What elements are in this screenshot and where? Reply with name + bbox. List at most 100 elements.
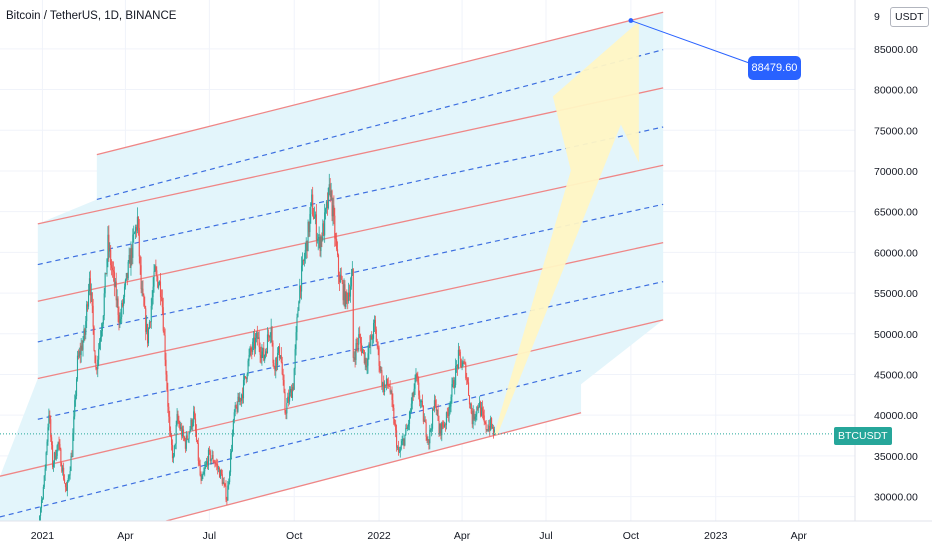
candle-body-387 <box>385 378 388 385</box>
candle-body-324 <box>327 187 329 208</box>
candle-body-491 <box>481 407 483 412</box>
candle-body-14 <box>41 498 43 501</box>
candle-body-268 <box>276 357 278 366</box>
candle-body-259 <box>267 334 269 337</box>
time-tick-4: 2022 <box>367 530 391 542</box>
candle-body-115 <box>135 227 137 233</box>
candle-body-120 <box>139 256 141 266</box>
candle-body-489 <box>479 401 482 416</box>
candle-body-284 <box>290 388 293 398</box>
candle-body-13 <box>40 500 43 509</box>
candle-body-479 <box>470 403 472 414</box>
candle-body-270 <box>277 346 280 353</box>
candle-body-139 <box>157 276 159 288</box>
target-price-callout[interactable]: 88479.60 <box>748 56 801 80</box>
candle-body-207 <box>219 470 221 478</box>
candle-body-388 <box>386 378 388 385</box>
candle-body-320 <box>324 212 326 236</box>
candle-body-316 <box>320 236 322 252</box>
candle-body-385 <box>384 384 386 393</box>
candle-body-454 <box>447 413 449 417</box>
candle-body-19 <box>46 441 48 453</box>
price-tick-4: 50000.00 <box>874 329 918 341</box>
candle-body-69 <box>92 305 94 327</box>
candle-body-306 <box>311 194 313 203</box>
candle-body-66 <box>89 278 91 296</box>
candle-body-11 <box>39 515 41 523</box>
time-axis-panel[interactable] <box>0 521 932 550</box>
candle-body-272 <box>279 355 281 358</box>
candle-body-81 <box>103 293 105 316</box>
price-tick-6: 60000.00 <box>874 247 918 259</box>
currency-unit-button[interactable]: USDT <box>890 7 929 27</box>
price-tick-10: 80000.00 <box>874 85 918 97</box>
candle-body-187 <box>201 475 203 481</box>
candle-body-431 <box>426 436 428 441</box>
candle-body-215 <box>227 485 229 501</box>
candle-body-18 <box>45 452 47 469</box>
candle-body-330 <box>333 205 335 216</box>
candle-body-214 <box>226 499 228 501</box>
candle-body-127 <box>146 324 148 332</box>
candle-body-48 <box>73 416 75 435</box>
candle-body-432 <box>427 439 429 441</box>
candle-body-205 <box>218 468 220 470</box>
candle-body-302 <box>307 221 309 252</box>
candle-body-344 <box>346 292 348 295</box>
candle-body-104 <box>124 279 126 287</box>
candle-body-210 <box>222 482 224 485</box>
candle-body-67 <box>90 292 92 296</box>
candle-body-321 <box>325 208 327 213</box>
candle-body-362 <box>362 349 364 351</box>
candle-body-269 <box>277 352 279 366</box>
candle-body-319 <box>323 223 325 236</box>
candle-body-263 <box>271 327 273 343</box>
candle-body-424 <box>420 401 422 403</box>
time-axis-ticks: 2021 Apr Jul Oct 2022 Apr Jul Oct 2023 Apr <box>31 530 808 542</box>
candle-body-490 <box>480 407 483 416</box>
candle-body-405 <box>402 438 404 442</box>
candle-body-408 <box>405 427 407 435</box>
candle-body-334 <box>337 249 339 255</box>
candle-body-401 <box>398 451 400 453</box>
candle-body-82 <box>104 273 106 294</box>
candle-body-34 <box>60 449 62 467</box>
candle-body-168 <box>183 436 186 440</box>
candle-body-443 <box>437 409 439 421</box>
candle-body-412 <box>408 411 411 424</box>
candle-body-350 <box>351 268 353 276</box>
candle-body-308 <box>313 215 315 219</box>
candle-body-374 <box>373 319 376 323</box>
candle-body-184 <box>198 460 200 465</box>
candle-body-99 <box>120 316 122 320</box>
candle-body-128 <box>147 324 149 344</box>
candle-body-468 <box>460 358 462 368</box>
candle-body-411 <box>408 423 410 427</box>
candle-body-169 <box>184 439 186 449</box>
candle-body-258 <box>266 334 269 354</box>
candle-body-391 <box>389 386 391 393</box>
candle-body-351 <box>352 268 354 358</box>
candle-body-59 <box>83 329 85 341</box>
candle-body-384 <box>383 382 385 393</box>
candle-body-381 <box>380 370 382 371</box>
candle-body-347 <box>349 292 351 297</box>
price-tick-9: 75000.00 <box>874 125 918 137</box>
candle-body-488 <box>479 401 481 408</box>
candle-body-217 <box>229 472 231 483</box>
candle-body-495 <box>485 422 487 430</box>
candle-body-233 <box>243 376 245 380</box>
candle-body-68 <box>91 292 93 306</box>
candle-body-63 <box>87 304 89 307</box>
candle-body-95 <box>116 298 118 301</box>
candle-body-422 <box>418 382 420 396</box>
candle-body-451 <box>444 424 447 426</box>
candle-body-370 <box>370 335 372 346</box>
candle-body-25 <box>52 445 54 468</box>
candle-body-444 <box>438 420 440 434</box>
candle-body-246 <box>255 332 257 339</box>
candle-body-483 <box>474 416 476 420</box>
candle-body-395 <box>393 407 395 424</box>
candle-body-129 <box>147 328 150 344</box>
